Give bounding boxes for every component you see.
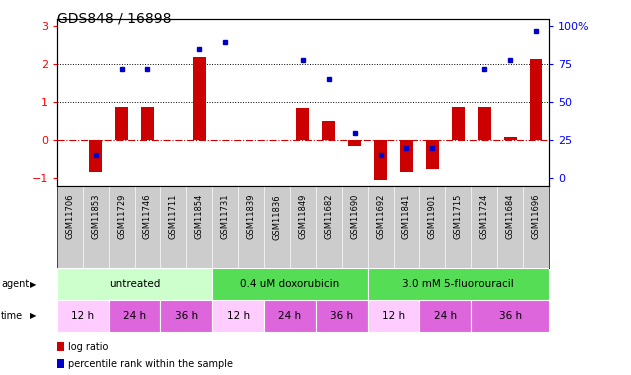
- Text: GSM11729: GSM11729: [117, 194, 126, 239]
- Text: 36 h: 36 h: [498, 311, 522, 321]
- Bar: [529, 58, 543, 140]
- Bar: [264, 300, 316, 332]
- Text: GSM11746: GSM11746: [143, 194, 152, 239]
- Bar: [212, 300, 264, 332]
- Text: GSM11724: GSM11724: [480, 194, 488, 239]
- Bar: [374, 140, 387, 180]
- Bar: [141, 107, 154, 140]
- Text: GSM11692: GSM11692: [376, 194, 385, 239]
- Bar: [160, 300, 212, 332]
- Bar: [400, 140, 413, 172]
- Text: GSM11841: GSM11841: [402, 194, 411, 239]
- Text: 24 h: 24 h: [278, 311, 302, 321]
- Text: log ratio: log ratio: [68, 342, 108, 352]
- Text: ▶: ▶: [30, 280, 37, 289]
- Text: GSM11854: GSM11854: [195, 194, 204, 239]
- Text: 3.0 mM 5-fluorouracil: 3.0 mM 5-fluorouracil: [403, 279, 514, 289]
- Bar: [212, 268, 368, 300]
- Text: GSM11682: GSM11682: [324, 194, 333, 239]
- Text: GSM11836: GSM11836: [273, 194, 281, 240]
- Text: ▶: ▶: [30, 311, 37, 320]
- Text: 12 h: 12 h: [71, 311, 94, 321]
- Bar: [297, 108, 309, 140]
- Text: GSM11690: GSM11690: [350, 194, 359, 239]
- Bar: [193, 57, 206, 140]
- Bar: [89, 140, 102, 172]
- Bar: [57, 300, 109, 332]
- Text: 24 h: 24 h: [433, 311, 457, 321]
- Bar: [420, 300, 471, 332]
- Bar: [426, 140, 439, 168]
- Bar: [452, 107, 465, 140]
- Text: GSM11696: GSM11696: [531, 194, 541, 239]
- Text: 12 h: 12 h: [382, 311, 405, 321]
- Bar: [504, 138, 517, 140]
- Text: 0.4 uM doxorubicin: 0.4 uM doxorubicin: [240, 279, 339, 289]
- Text: GSM11706: GSM11706: [65, 194, 74, 239]
- Bar: [109, 300, 160, 332]
- Bar: [57, 268, 212, 300]
- Text: GSM11839: GSM11839: [247, 194, 256, 239]
- Text: GSM11849: GSM11849: [298, 194, 307, 239]
- Text: GSM11731: GSM11731: [221, 194, 230, 239]
- Text: time: time: [1, 311, 23, 321]
- Text: 36 h: 36 h: [175, 311, 198, 321]
- Bar: [478, 107, 491, 140]
- Bar: [471, 300, 549, 332]
- Text: untreated: untreated: [109, 279, 160, 289]
- Text: GSM11715: GSM11715: [454, 194, 463, 239]
- Text: GSM11684: GSM11684: [505, 194, 515, 239]
- Bar: [316, 300, 368, 332]
- Text: GDS848 / 16898: GDS848 / 16898: [57, 11, 171, 25]
- Text: GSM11901: GSM11901: [428, 194, 437, 239]
- Text: agent: agent: [1, 279, 30, 289]
- Text: percentile rank within the sample: percentile rank within the sample: [68, 359, 232, 369]
- Text: 36 h: 36 h: [330, 311, 353, 321]
- Text: GSM11711: GSM11711: [169, 194, 178, 239]
- Text: 24 h: 24 h: [123, 311, 146, 321]
- Bar: [348, 140, 361, 146]
- Text: 12 h: 12 h: [227, 311, 250, 321]
- Bar: [368, 268, 549, 300]
- Bar: [322, 121, 335, 140]
- Bar: [115, 107, 128, 140]
- Text: GSM11853: GSM11853: [91, 194, 100, 239]
- Bar: [368, 300, 420, 332]
